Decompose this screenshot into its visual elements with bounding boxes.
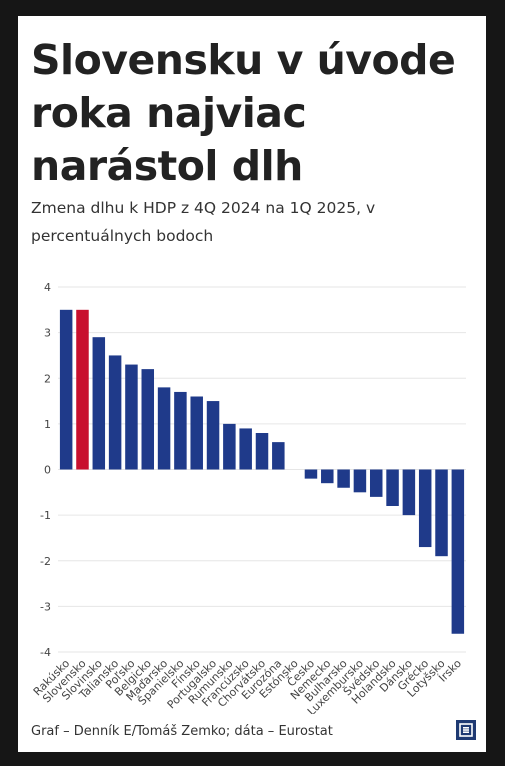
chart-subtitle: Zmena dlhu k HDP z 4Q 2024 na 1Q 2025, v… (31, 199, 376, 245)
y-tick-label: 2 (44, 372, 51, 385)
bar[interactable] (353, 469, 367, 493)
bar[interactable] (141, 369, 155, 470)
bar[interactable] (272, 442, 285, 470)
bar[interactable] (223, 423, 236, 470)
y-tick-label: 4 (44, 281, 51, 294)
bar[interactable] (369, 469, 383, 497)
chart-card: Slovensku v úvode roka najviac narástol … (18, 16, 486, 752)
bar[interactable] (125, 364, 138, 470)
bar[interactable] (59, 309, 73, 470)
next-article-strip (18, 752, 486, 766)
bar[interactable] (451, 469, 465, 634)
bar[interactable] (108, 355, 122, 470)
bar[interactable] (337, 469, 350, 488)
bar[interactable] (76, 309, 89, 470)
bar[interactable] (386, 469, 399, 507)
y-tick-label: 0 (44, 464, 51, 477)
bar[interactable] (174, 391, 187, 470)
bar[interactable] (239, 428, 252, 470)
bar[interactable] (206, 401, 220, 470)
denník-e-logo-icon[interactable] (456, 720, 476, 740)
bar-chart: 43210-1-2-3-4RakúskoSlovenskoSlovinskoTa… (31, 281, 466, 714)
bar[interactable] (255, 433, 269, 470)
chart-title: Slovensku v úvode roka najviac narástol … (31, 36, 456, 190)
bar[interactable] (92, 337, 106, 470)
bar[interactable] (321, 469, 334, 484)
bar[interactable] (402, 469, 416, 516)
y-tick-label: -4 (40, 646, 51, 659)
y-tick-label: 1 (44, 418, 51, 431)
y-tick-label: -2 (40, 555, 51, 568)
y-tick-label: 3 (44, 327, 51, 340)
bar[interactable] (304, 469, 318, 479)
bar[interactable] (157, 387, 171, 470)
bar[interactable] (190, 396, 203, 470)
bar[interactable] (418, 469, 432, 548)
y-tick-label: -3 (40, 600, 51, 613)
source-note: Graf – Denník E/Tomáš Zemko; dáta – Euro… (31, 724, 333, 739)
y-tick-label: -1 (40, 509, 51, 522)
bar[interactable] (435, 469, 448, 557)
